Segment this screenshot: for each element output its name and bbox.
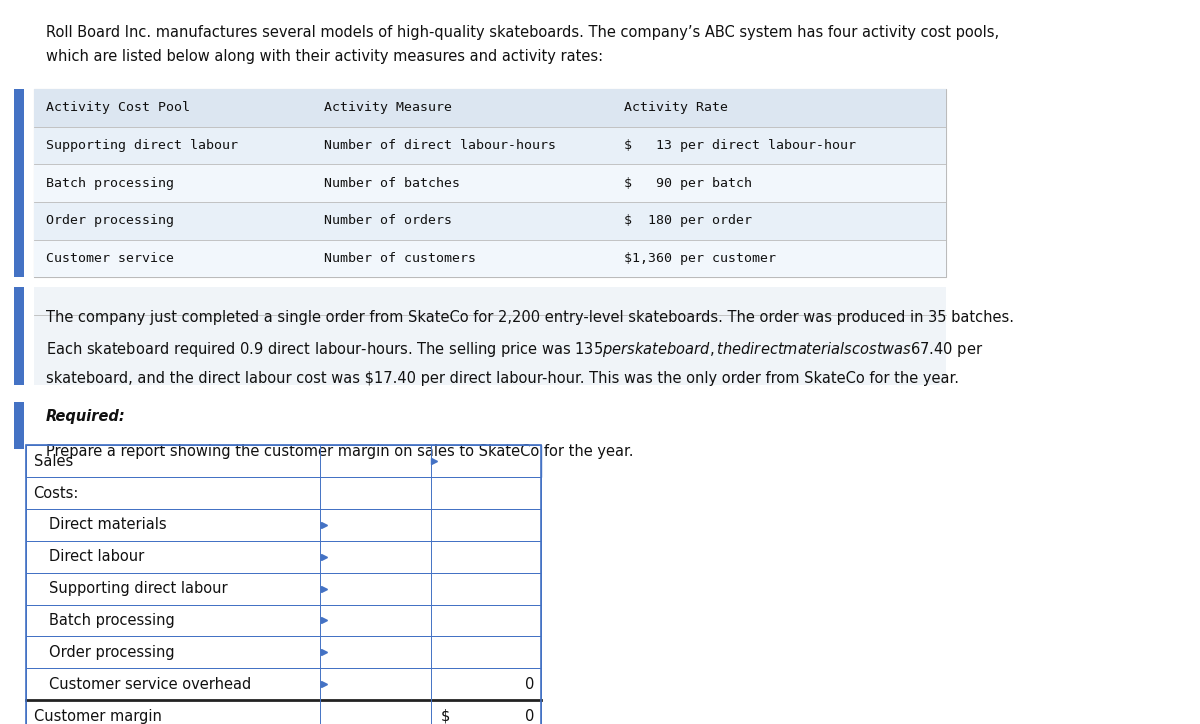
- Text: Roll Board Inc. manufactures several models of high-quality skateboards. The com: Roll Board Inc. manufactures several mod…: [46, 25, 998, 41]
- Text: Supporting direct labour: Supporting direct labour: [46, 139, 238, 152]
- Text: The company just completed a single order from SkateCo for 2,200 entry-level ska: The company just completed a single orde…: [46, 310, 1014, 325]
- Bar: [26, 445, 541, 724]
- Text: $   90 per batch: $ 90 per batch: [624, 177, 752, 190]
- Text: Each skateboard required 0.9 direct labour-hours. The selling price was $135 per: Each skateboard required 0.9 direct labo…: [46, 340, 983, 359]
- Text: Order processing: Order processing: [46, 214, 174, 227]
- Bar: [34, 240, 946, 277]
- Text: Sales: Sales: [34, 454, 73, 468]
- Bar: [26, 573, 541, 605]
- Text: $   13 per direct labour-hour: $ 13 per direct labour-hour: [624, 139, 856, 152]
- Bar: [26, 445, 541, 477]
- Bar: [34, 89, 946, 127]
- Text: Number of direct labour-hours: Number of direct labour-hours: [324, 139, 556, 152]
- Text: Number of customers: Number of customers: [324, 252, 476, 265]
- Bar: [34, 202, 946, 240]
- Bar: [14, 287, 24, 385]
- Text: Customer service: Customer service: [46, 252, 174, 265]
- Text: Direct materials: Direct materials: [49, 518, 167, 532]
- Bar: [34, 164, 946, 202]
- Text: Number of orders: Number of orders: [324, 214, 452, 227]
- Text: Prepare a report showing the customer margin on sales to SkateCo for the year.: Prepare a report showing the customer ma…: [46, 444, 634, 459]
- Bar: [26, 605, 541, 636]
- Text: Customer service overhead: Customer service overhead: [49, 677, 252, 691]
- Bar: [26, 541, 541, 573]
- Bar: [14, 402, 24, 449]
- Text: $: $: [440, 709, 450, 723]
- Bar: [34, 287, 946, 385]
- Text: Costs:: Costs:: [34, 486, 79, 500]
- Bar: [26, 445, 541, 477]
- Text: Customer margin: Customer margin: [34, 709, 162, 723]
- Text: 0: 0: [524, 709, 534, 723]
- Bar: [34, 127, 946, 164]
- Bar: [26, 668, 541, 700]
- Text: Supporting direct labour: Supporting direct labour: [49, 581, 228, 596]
- Bar: [26, 477, 541, 509]
- Text: Batch processing: Batch processing: [46, 177, 174, 190]
- Bar: [26, 636, 541, 668]
- Text: Activity Cost Pool: Activity Cost Pool: [46, 101, 190, 114]
- Text: $1,360 per customer: $1,360 per customer: [624, 252, 776, 265]
- Bar: [26, 509, 541, 541]
- Bar: [34, 89, 946, 277]
- Text: Direct labour: Direct labour: [49, 550, 144, 564]
- Text: 0: 0: [524, 677, 534, 691]
- Text: Order processing: Order processing: [49, 645, 175, 660]
- Text: Activity Rate: Activity Rate: [624, 101, 728, 114]
- Text: Number of batches: Number of batches: [324, 177, 460, 190]
- Bar: [26, 700, 541, 724]
- Text: Required:: Required:: [46, 409, 125, 424]
- Text: skateboard, and the direct labour cost was $17.40 per direct labour-hour. This w: skateboard, and the direct labour cost w…: [46, 371, 959, 386]
- Text: Activity Measure: Activity Measure: [324, 101, 452, 114]
- Text: which are listed below along with their activity measures and activity rates:: which are listed below along with their …: [46, 49, 602, 64]
- Text: Batch processing: Batch processing: [49, 613, 175, 628]
- Text: $  180 per order: $ 180 per order: [624, 214, 752, 227]
- Bar: [14, 89, 24, 277]
